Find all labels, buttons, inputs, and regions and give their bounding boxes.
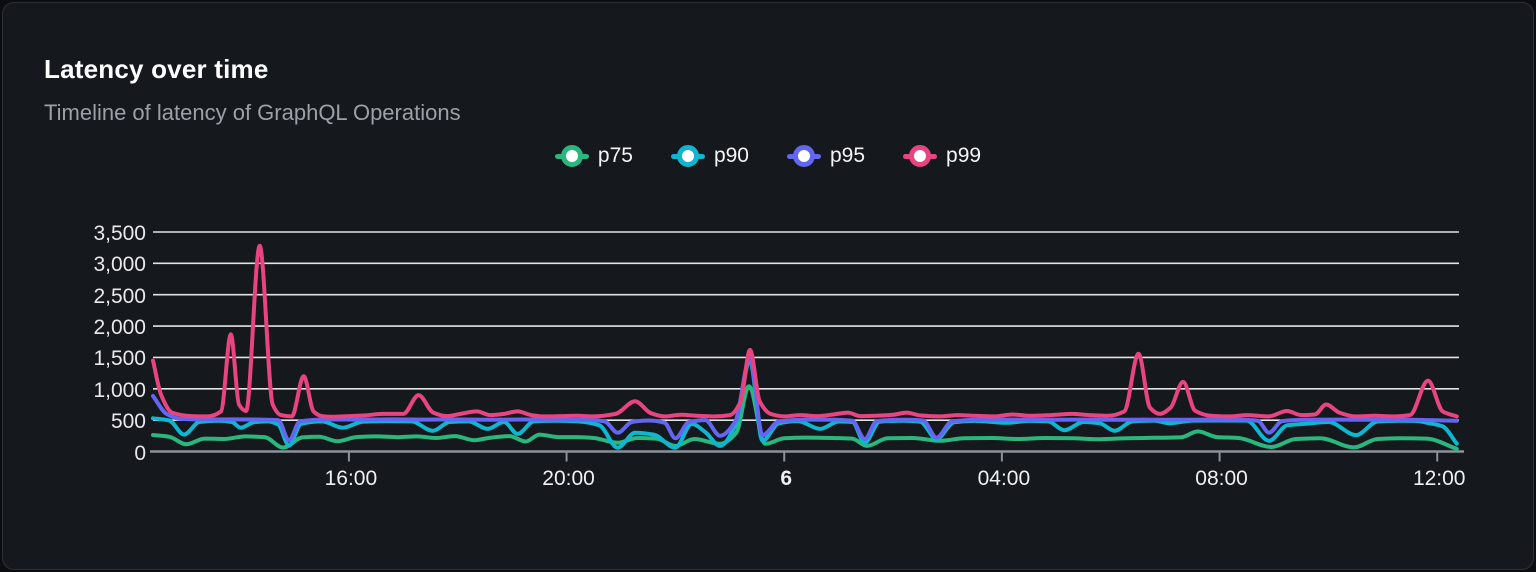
x-axis-label: 16:00 (324, 467, 378, 490)
y-axis-label: 3,500 (93, 222, 146, 245)
y-axis-label: 500 (110, 410, 146, 434)
y-axis-label: 3,000 (93, 253, 146, 277)
y-axis-label: 0 (134, 441, 146, 465)
panel-title: Latency over time (44, 54, 269, 84)
y-axis-label: 2,000 (93, 316, 146, 340)
legend-item-p99[interactable]: p99 (903, 144, 981, 168)
x-axis-label: 08:00 (1195, 467, 1248, 490)
x-axis-label-day: 6 (780, 467, 793, 490)
legend-item-p75[interactable]: p75 (554, 144, 633, 168)
legend-label-p90: p90 (713, 144, 749, 167)
legend-label-p95: p95 (830, 144, 866, 167)
legend-label-p75: p75 (597, 144, 633, 167)
legend-label-p99: p99 (946, 144, 982, 167)
legend-marker-p99-icon (903, 145, 938, 167)
x-axis-label: 20:00 (542, 467, 595, 490)
chart-legend: p75 p90 p95 p99 (3, 144, 1533, 168)
legend-item-p95[interactable]: p95 (787, 144, 865, 168)
legend-item-p90[interactable]: p90 (670, 144, 749, 168)
panel-subtitle: Timeline of latency of GraphQL Operation… (44, 100, 461, 125)
series-line-p90 (151, 359, 1459, 450)
x-axis-label: 04:00 (977, 467, 1031, 490)
y-axis-label: 1,000 (93, 378, 146, 402)
y-axis-label: 2,500 (93, 284, 146, 308)
chart-canvas (150, 231, 1464, 462)
series-line-p99 (151, 243, 1459, 419)
legend-marker-p90-icon (670, 145, 705, 167)
x-axis-label: 12:00 (1412, 467, 1466, 490)
y-axis-label: 1,500 (93, 347, 146, 371)
legend-marker-p95-icon (787, 145, 821, 167)
legend-marker-p75-icon (554, 145, 589, 167)
